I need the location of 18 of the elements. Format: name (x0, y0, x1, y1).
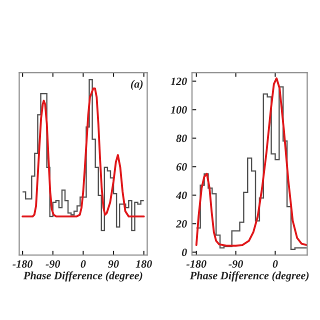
x-tick-label: -180 (12, 260, 33, 268)
y-tick-label: 0 (182, 248, 187, 256)
y-tick-label: 20 (176, 220, 187, 228)
y-tick-label: 100 (170, 106, 187, 114)
annotation: (a) (130, 80, 143, 90)
y-tick-label: 40 (176, 192, 187, 200)
x-tick-label: 0 (80, 260, 86, 268)
x-tick-label: -90 (46, 260, 60, 268)
x-tick-label: -90 (228, 260, 244, 268)
x-tick-label: -180 (186, 260, 206, 268)
x-tick-label: 0 (272, 260, 278, 268)
x-tick-label: 180 (136, 260, 152, 268)
y-tick-label: 60 (176, 163, 187, 171)
y-tick-label: 80 (176, 134, 187, 142)
x-axis-title: Phase Difference (degree) (23, 271, 142, 282)
x-axis-title: Phase Difference (degree) (190, 271, 309, 282)
y-tick-label: 120 (170, 78, 187, 86)
x-tick-label: 90 (108, 260, 119, 268)
